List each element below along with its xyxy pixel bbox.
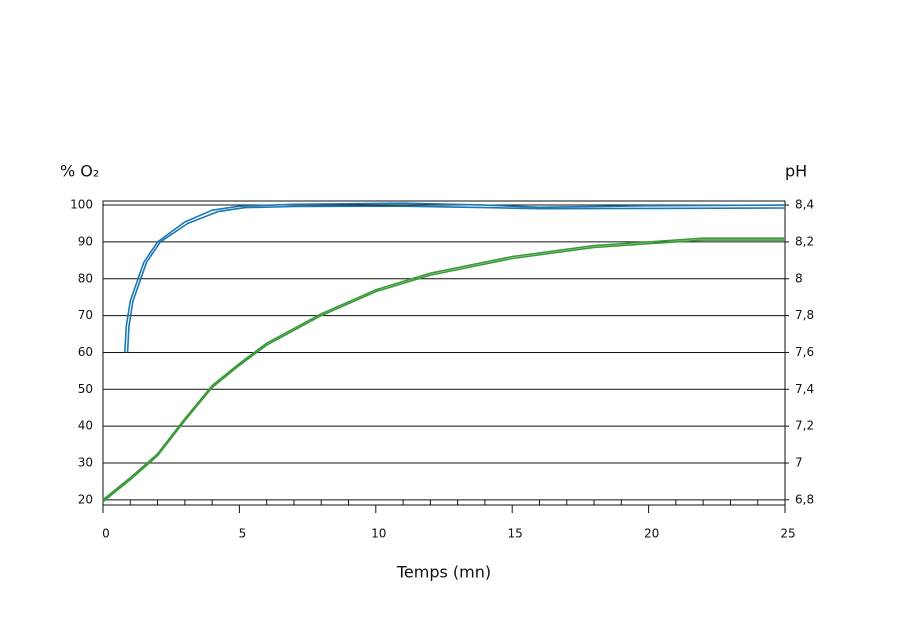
x-tick-label: 25 [780,527,795,541]
data-line [126,205,786,353]
y-tick-label: 30 [78,455,93,469]
y-tick-label: 20 [78,492,93,506]
x-tick-label: 15 [508,527,523,541]
y2-tick-label: 6,8 [795,492,814,506]
y2-tick-label: 8,4 [795,198,814,212]
y2-tick-label: 8,2 [795,234,814,248]
y-tick-label: 90 [78,234,93,248]
y-tick-label: 100 [70,198,93,212]
y-tick-label: 60 [78,345,93,359]
y2-tick-label: 7,2 [795,419,814,433]
x-axis-label: Temps (mn) [396,563,491,582]
y-tick-label: 70 [78,308,93,322]
y2-tick-label: 7,6 [795,345,814,359]
data-line [102,237,785,501]
y-tick-label: 80 [78,271,93,285]
y2-axis-label: pH [785,162,807,181]
y2-tick-label: 8 [795,271,803,285]
y-tick-label: 50 [78,382,93,396]
x-tick-label: 5 [239,527,247,541]
data-line [124,202,786,353]
y2-tick-label: 7,4 [795,382,814,396]
data-line [102,239,785,503]
plot-frame [102,200,786,506]
y2-tick-label: 7,8 [795,308,814,322]
x-tick-label: 10 [371,527,386,541]
x-tick-label: 0 [102,527,110,541]
x-tick-label: 20 [644,527,659,541]
y-axis-label: % O₂ [60,162,99,181]
y-tick-label: 40 [78,419,93,433]
y2-tick-label: 7 [795,455,803,469]
